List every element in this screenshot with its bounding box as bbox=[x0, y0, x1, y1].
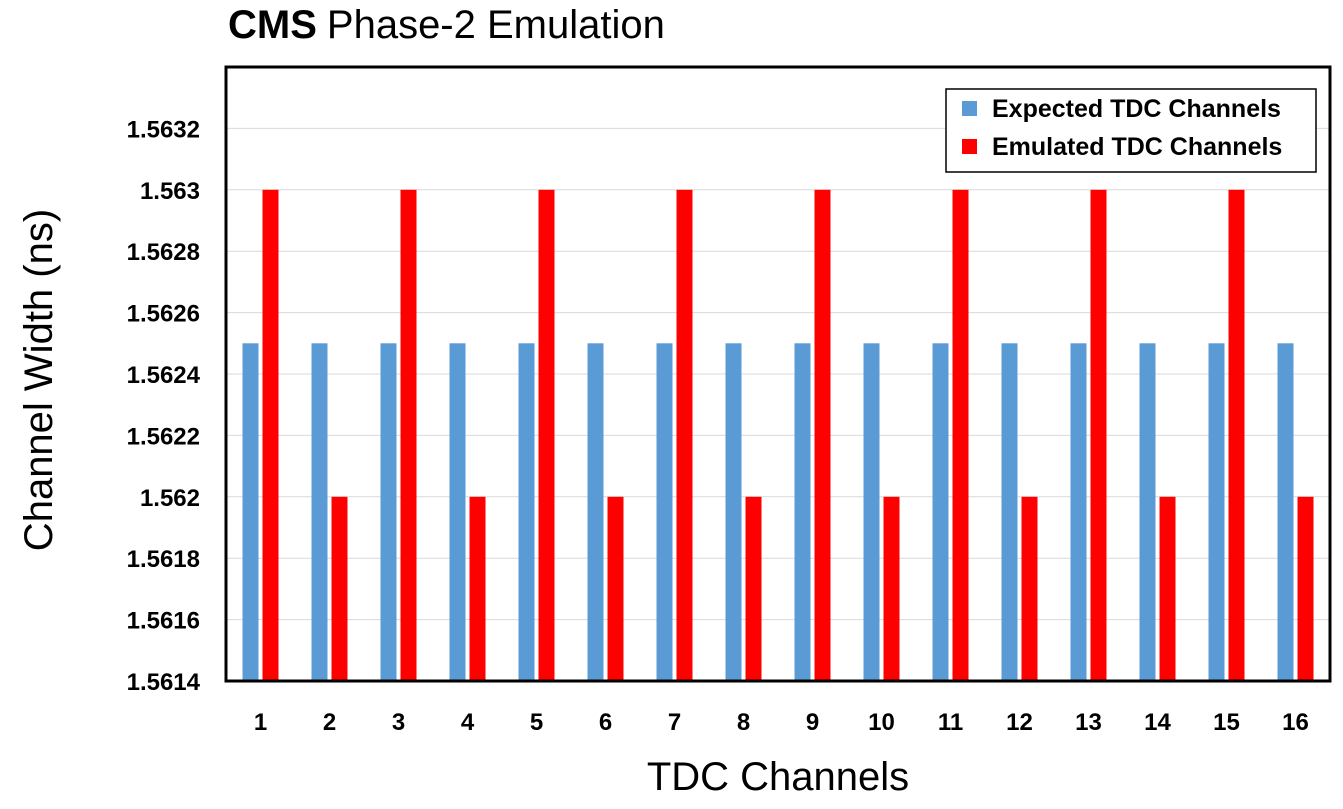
expected-bar bbox=[311, 343, 328, 681]
legend-swatch bbox=[962, 101, 977, 116]
x-tick-label: 5 bbox=[530, 709, 543, 736]
x-tick-label: 8 bbox=[737, 709, 750, 736]
expected-bar bbox=[1001, 343, 1018, 681]
x-tick-label: 15 bbox=[1213, 709, 1240, 736]
emulated-bar bbox=[331, 496, 348, 681]
x-tick-label: 2 bbox=[323, 709, 336, 736]
emulated-bar bbox=[400, 189, 417, 682]
expected-bar bbox=[863, 343, 880, 681]
emulated-bar bbox=[1090, 189, 1107, 682]
x-tick-label: 7 bbox=[668, 709, 681, 736]
emulated-bar bbox=[745, 496, 762, 681]
legend-box bbox=[945, 88, 1317, 173]
chart-title: CMS Phase-2 Emulation bbox=[228, 3, 665, 47]
x-tick-label: 9 bbox=[806, 709, 819, 736]
plot-area-frame bbox=[224, 65, 1332, 683]
y-axis-ticks: 1.5614 1.5616 1.5618 1.562 1.5622 1.5624 1.562… bbox=[127, 116, 201, 696]
expected-bar bbox=[932, 343, 949, 681]
y-tick-label: 1.563 bbox=[140, 178, 200, 205]
y-tick-label: 1.562 bbox=[140, 485, 200, 512]
expected-bar bbox=[449, 343, 466, 681]
expected-bar bbox=[1208, 343, 1225, 681]
expected-bar bbox=[656, 343, 673, 681]
y-axis-label: Channel Width (ns) bbox=[17, 209, 61, 551]
expected-bar bbox=[1139, 343, 1156, 681]
emulated-bar bbox=[1021, 496, 1038, 681]
emulated-bar bbox=[538, 189, 555, 682]
expected-bar bbox=[518, 343, 535, 681]
expected-bar bbox=[1277, 343, 1294, 681]
x-tick-label: 6 bbox=[599, 709, 612, 736]
legend: Expected TDC Channels Emulated TDC Channe… bbox=[945, 88, 1317, 173]
x-tick-label: 10 bbox=[868, 709, 895, 736]
expected-bar bbox=[242, 343, 259, 681]
legend-label: Expected TDC Channels bbox=[992, 95, 1281, 123]
emulated-bar bbox=[814, 189, 831, 682]
emulated-bar bbox=[676, 189, 693, 682]
bars-group bbox=[242, 189, 1314, 682]
x-tick-label: 13 bbox=[1075, 709, 1102, 736]
emulated-bar bbox=[1228, 189, 1245, 682]
legend-swatch bbox=[962, 139, 977, 154]
emulated-bar bbox=[262, 189, 279, 682]
legend-label: Emulated TDC Channels bbox=[992, 133, 1282, 161]
y-tick-label: 1.5614 bbox=[127, 669, 201, 696]
expected-bar bbox=[794, 343, 811, 681]
emulated-bar bbox=[607, 496, 624, 681]
emulated-bar bbox=[952, 189, 969, 682]
y-tick-label: 1.5622 bbox=[127, 423, 200, 450]
emulated-bar bbox=[469, 496, 486, 681]
x-axis-ticks: 1 2 3 4 5 6 7 8 9 10 11 12 13 14 15 16 bbox=[254, 709, 1309, 736]
expected-bar bbox=[380, 343, 397, 681]
x-tick-label: 4 bbox=[461, 709, 475, 736]
emulated-bar bbox=[1159, 496, 1176, 681]
y-tick-label: 1.5632 bbox=[127, 116, 200, 143]
x-tick-label: 12 bbox=[1006, 709, 1033, 736]
expected-bar bbox=[725, 343, 742, 681]
y-tick-label: 1.5626 bbox=[127, 301, 200, 328]
y-tick-label: 1.5618 bbox=[127, 546, 200, 573]
chart-title-rest: Phase-2 Emulation bbox=[327, 3, 665, 47]
y-tick-label: 1.5628 bbox=[127, 239, 200, 266]
x-axis-label: TDC Channels bbox=[647, 755, 909, 799]
chart-title-bold: CMS bbox=[228, 3, 317, 47]
y-tick-label: 1.5624 bbox=[127, 362, 201, 389]
emulated-bar bbox=[1297, 496, 1314, 681]
x-tick-label: 14 bbox=[1144, 709, 1171, 736]
x-tick-label: 3 bbox=[392, 709, 405, 736]
emulated-bar bbox=[883, 496, 900, 681]
x-tick-label: 16 bbox=[1282, 709, 1309, 736]
x-tick-label: 1 bbox=[254, 709, 267, 736]
expected-bar bbox=[587, 343, 604, 681]
y-tick-label: 1.5616 bbox=[127, 608, 200, 635]
x-tick-label: 11 bbox=[938, 709, 963, 736]
expected-bar bbox=[1070, 343, 1087, 681]
